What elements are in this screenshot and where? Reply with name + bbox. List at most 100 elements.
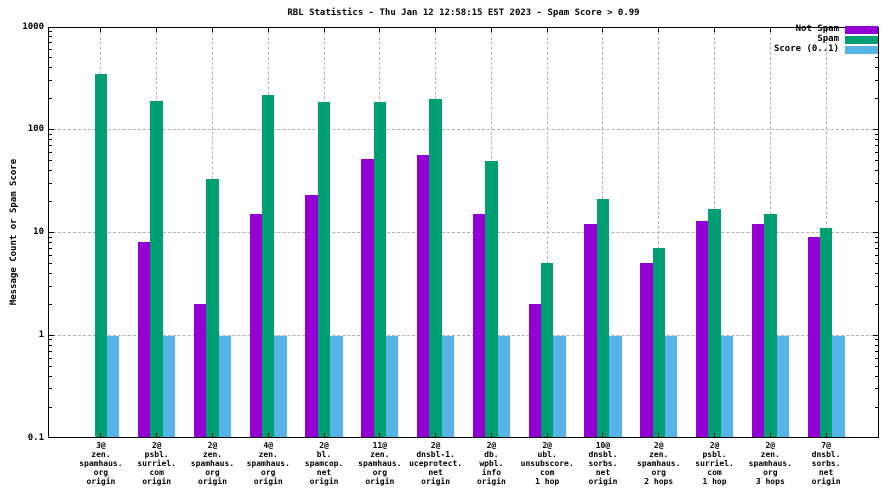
- y-tick-minor-right: [875, 406, 878, 408]
- x-tick-bottom: [769, 433, 771, 437]
- x-tick-bottom: [323, 433, 325, 437]
- y-tick-minor-right: [875, 67, 878, 69]
- gridline-horizontal: [48, 334, 879, 336]
- y-tick-minor-right: [875, 262, 878, 264]
- y-tick-minor-left: [49, 80, 52, 82]
- bar-spam: [429, 98, 442, 438]
- y-tick-minor-right: [875, 365, 878, 367]
- x-tick-top: [379, 28, 381, 32]
- y-tick-minor-left: [49, 339, 52, 341]
- bar-not-spam: [249, 214, 263, 438]
- y-tick-label: 1000: [22, 21, 44, 32]
- x-tick-top: [156, 28, 158, 32]
- x-tick-bottom: [825, 433, 827, 437]
- bar-not-spam: [361, 158, 374, 438]
- bar-score: [386, 335, 399, 438]
- legend-swatch-score: [845, 45, 878, 54]
- bar-spam: [317, 102, 331, 438]
- bar-score: [107, 335, 120, 438]
- y-tick-minor-left: [49, 49, 52, 51]
- x-tick-bottom: [602, 433, 604, 437]
- y-tick-minor-right: [875, 182, 878, 184]
- y-tick-minor-left: [49, 241, 52, 243]
- y-tick-minor-right: [875, 236, 878, 238]
- y-tick-minor-right: [875, 303, 878, 305]
- x-tick-top: [435, 28, 437, 32]
- bar-score: [330, 335, 343, 438]
- x-tick-label: 11@ zen. spamhaus. org origin: [358, 441, 402, 486]
- legend-label-score: Score (0..1): [773, 44, 839, 54]
- bar-score: [832, 335, 845, 438]
- bar-not-spam: [695, 220, 709, 438]
- y-tick-minor-right: [875, 160, 878, 162]
- gridline-vertical: [546, 27, 548, 438]
- y-tick-minor-left: [49, 182, 52, 184]
- bar-score: [664, 335, 678, 438]
- x-tick-label: 2@ bl. spamcop. net origin: [304, 441, 344, 486]
- bar-spam: [485, 160, 498, 438]
- x-tick-label: 2@ zen. spamhaus. org 2 hops: [637, 441, 681, 486]
- y-tick-minor-left: [49, 160, 52, 162]
- x-tick-label: 2@ dnsbl-1. uceprotect. net origin: [409, 441, 463, 486]
- legend: Not Spam Spam Score (0..1): [774, 25, 878, 55]
- y-tick-major-left: [49, 334, 54, 336]
- y-tick-minor-right: [875, 152, 878, 154]
- x-tick-top: [769, 28, 771, 32]
- x-tick-top: [602, 28, 604, 32]
- y-tick-label: 100: [27, 124, 44, 135]
- y-tick-major-right: [873, 129, 878, 131]
- x-tick-bottom: [490, 433, 492, 437]
- y-tick-minor-right: [875, 285, 878, 287]
- bar-spam: [150, 101, 163, 438]
- bar-score: [218, 335, 232, 438]
- y-tick-label: 0.1: [27, 432, 44, 443]
- y-tick-minor-left: [49, 247, 52, 249]
- bar-not-spam: [472, 214, 486, 438]
- legend-item-spam: Spam: [774, 35, 878, 44]
- x-tick-top: [658, 28, 660, 32]
- y-tick-minor-right: [875, 241, 878, 243]
- y-tick-minor-right: [875, 133, 878, 135]
- y-tick-minor-right: [875, 272, 878, 274]
- bar-not-spam: [138, 242, 151, 438]
- bar-spam: [819, 228, 833, 438]
- bar-not-spam: [807, 237, 820, 438]
- x-tick-top: [714, 28, 716, 32]
- bar-not-spam: [528, 304, 541, 438]
- y-tick-minor-left: [49, 236, 52, 238]
- legend-item-not-spam: Not Spam: [774, 25, 878, 34]
- y-tick-minor-left: [49, 357, 52, 359]
- x-tick-label: 2@ zen. spamhaus. org origin: [190, 441, 235, 486]
- x-tick-label: 2@ psbl. surriel. com 1 hop: [695, 441, 734, 486]
- x-tick-bottom: [379, 433, 381, 437]
- bar-score: [776, 335, 789, 438]
- y-tick-minor-left: [49, 36, 52, 38]
- y-tick-minor-left: [49, 388, 52, 390]
- y-tick-minor-left: [49, 262, 52, 264]
- y-tick-minor-right: [875, 357, 878, 359]
- bar-not-spam: [751, 224, 765, 438]
- bar-not-spam: [417, 154, 430, 438]
- y-tick-minor-left: [49, 170, 52, 172]
- bar-score: [441, 335, 455, 438]
- y-tick-minor-left: [49, 152, 52, 154]
- y-tick-minor-right: [875, 254, 878, 256]
- y-tick-major-left: [49, 232, 54, 233]
- x-tick-bottom: [211, 433, 213, 437]
- x-tick-top: [546, 28, 548, 32]
- x-tick-top: [211, 28, 213, 32]
- y-tick-minor-left: [49, 42, 52, 44]
- bar-spam: [262, 94, 275, 438]
- y-tick-minor-right: [875, 80, 878, 82]
- bar-spam: [708, 208, 721, 438]
- bar-score: [497, 335, 510, 438]
- legend-label-not-spam: Not Spam: [795, 24, 839, 34]
- y-tick-minor-right: [875, 201, 878, 203]
- x-tick-top: [323, 28, 325, 32]
- x-tick-top: [100, 28, 102, 32]
- y-tick-minor-left: [49, 406, 52, 408]
- x-tick-label: 7@ dnsbl. sorbs. net origin: [811, 441, 841, 486]
- y-tick-minor-left: [49, 272, 52, 274]
- y-tick-minor-left: [49, 344, 52, 346]
